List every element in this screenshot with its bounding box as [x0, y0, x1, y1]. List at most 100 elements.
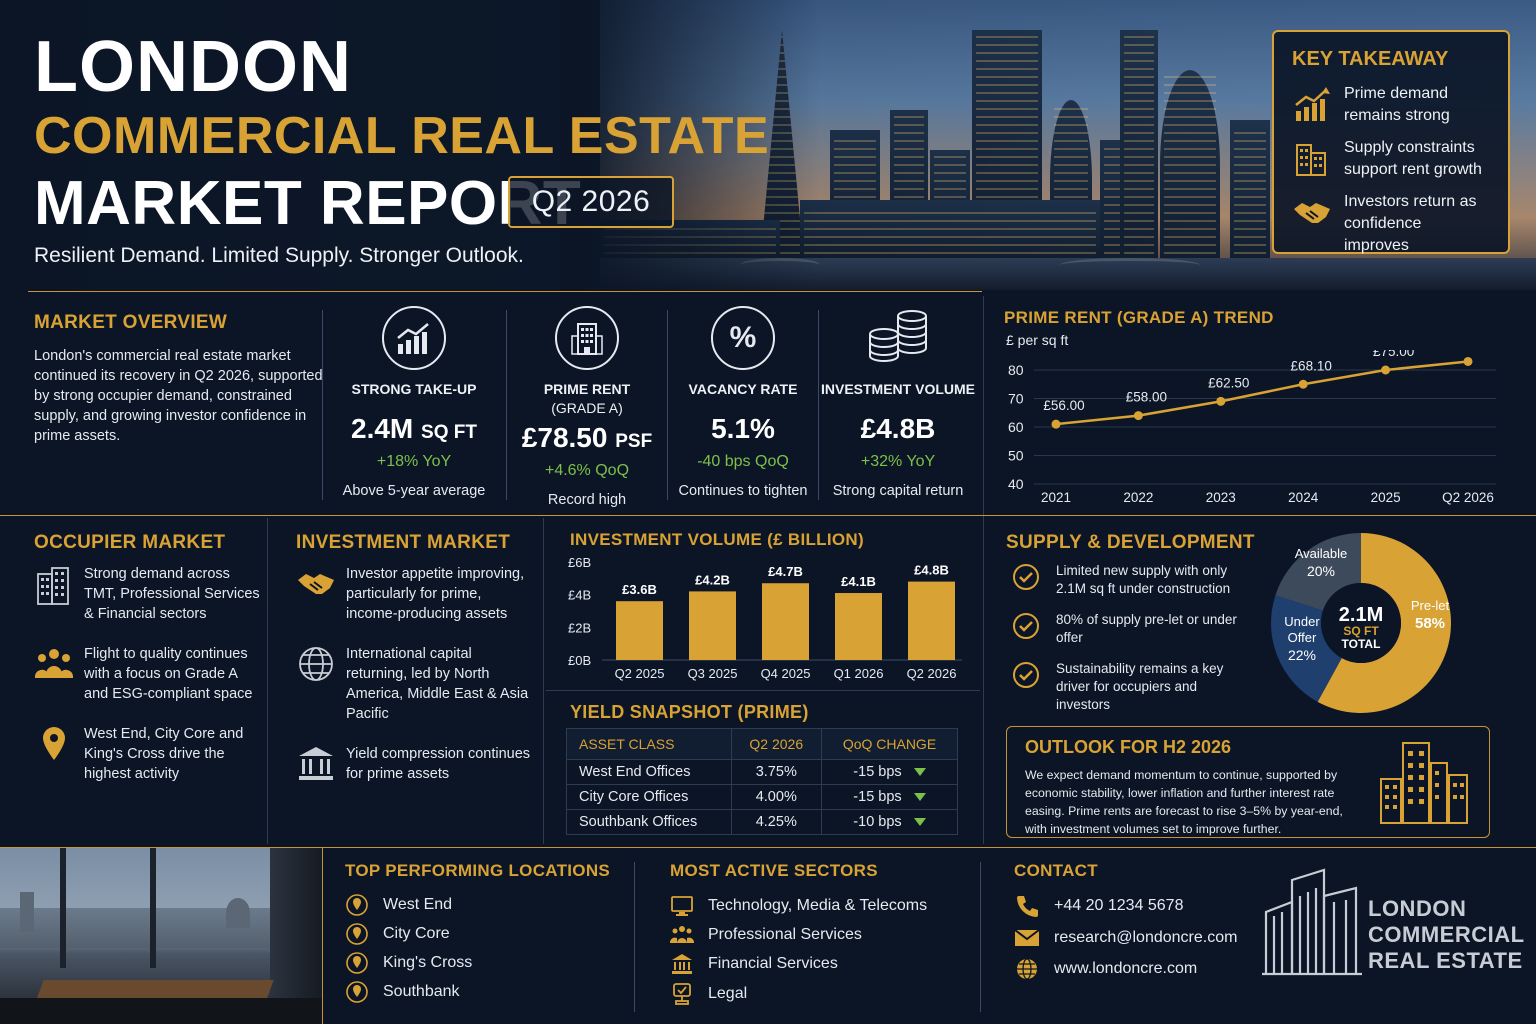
x-tick-label: 2024 [1288, 490, 1319, 505]
kpi-label: VACANCY RATE [688, 381, 798, 397]
x-tick-label: Q2 2026 [1442, 490, 1494, 505]
kpi-label-2: (GRADE A) [551, 400, 623, 416]
sector-item: Technology, Media & Telecoms [670, 894, 927, 918]
kpi-take-up: STRONG TAKE-UP 2.4M SQ FT +18% YoY Above… [334, 306, 494, 499]
sector-item: Legal [670, 982, 747, 1006]
data-point [1381, 365, 1391, 375]
slice-name: Offer [1288, 630, 1317, 645]
donut-slice [1317, 533, 1451, 713]
donut-hole [1321, 583, 1401, 663]
office-building-icon [555, 306, 619, 370]
brand-name: LONDON COMMERCIAL REAL ESTATE [1368, 896, 1525, 973]
kpi-change: -40 bps QoQ [697, 453, 789, 470]
rent-chart-title: PRIME RENT (GRADE A) TREND [1004, 308, 1274, 327]
location-pin-icon [346, 981, 368, 1003]
globe-icon [1017, 958, 1037, 980]
table-row: City Core Offices 4.00% -15 bps [566, 784, 958, 810]
contact-email[interactable]: research@londoncre.com [1014, 926, 1237, 950]
bar [689, 591, 736, 660]
investment-item: International capital returning, led by … [296, 644, 532, 724]
kpi-unit: PSF [615, 431, 653, 452]
gavel-icon [673, 983, 691, 1005]
slice-name: Available [1295, 546, 1348, 561]
globe-icon [299, 647, 333, 681]
kpi-investment-volume: INVESTMENT VOLUME £4.8B +32% YoY Strong … [820, 306, 976, 499]
growth-chart-icon [1295, 87, 1330, 121]
location-pin-icon [43, 727, 65, 760]
kpi-note: Record high [547, 492, 627, 508]
x-tick-label: 2023 [1206, 490, 1236, 505]
contact-phone[interactable]: +44 20 1234 5678 [1014, 894, 1183, 918]
period-badge: Q2 2026 [508, 176, 674, 228]
table-header-row: ASSET CLASS Q2 2026 QoQ CHANGE [566, 728, 958, 760]
data-label: £58.00 [1126, 390, 1167, 405]
x-tick-label: Q3 2025 [688, 666, 738, 681]
x-tick-label: Q2 2026 [907, 666, 957, 681]
kpi-note: Strong capital return [832, 483, 964, 499]
y-tick-label: 70 [1008, 391, 1024, 407]
people-icon [670, 926, 694, 943]
contact-title: CONTACT [1014, 861, 1098, 880]
outlook-title: OUTLOOK FOR H2 2026 [1025, 737, 1232, 757]
data-point [1051, 419, 1061, 429]
location-item: King's Cross [345, 951, 472, 975]
yield-title: YIELD SNAPSHOT (PRIME) [570, 702, 809, 722]
data-label: £75.00 [1373, 350, 1414, 359]
y-tick-label: 80 [1008, 362, 1024, 378]
data-label: £68.10 [1291, 358, 1332, 373]
kpi-change: +32% YoY [860, 453, 936, 470]
donut-center-unit: SQ FT [1343, 624, 1379, 638]
data-label: £4.1B [841, 574, 876, 589]
title-line-1: LONDON [34, 27, 352, 107]
email-icon [1014, 929, 1040, 946]
data-point [1298, 379, 1308, 389]
bar [762, 583, 809, 660]
sector-item: Professional Services [670, 923, 862, 947]
donut-slice [1275, 533, 1361, 611]
y-tick-label: 60 [1008, 419, 1024, 435]
buildings-icon [1380, 742, 1468, 824]
y-tick-label: 40 [1008, 476, 1024, 492]
data-label: £4.2B [695, 572, 730, 587]
kpi-change: +4.6% QoQ [544, 462, 630, 479]
y-tick-label: £0B [568, 653, 591, 668]
y-tick-label: £4B [568, 588, 591, 603]
kpi-unit: SQ FT [421, 422, 477, 443]
contact-web[interactable]: www.londoncre.com [1014, 957, 1197, 981]
data-label: £62.50 [1208, 375, 1249, 390]
donut-center-value: 2.1M [1339, 604, 1383, 626]
slice-value: 20% [1307, 563, 1335, 579]
location-item: Southbank [345, 980, 460, 1004]
kpi-value: £4.8B [860, 413, 936, 444]
volume-chart-title: INVESTMENT VOLUME (£ BILLION) [570, 530, 864, 549]
outlook-text: We expect demand momentum to continue, s… [1025, 768, 1343, 836]
handshake-icon [1294, 203, 1330, 223]
data-label: £4.8B [914, 563, 949, 578]
kpi-change: +18% YoY [376, 453, 452, 470]
title-line-3: MARKET REPORT [34, 169, 582, 238]
x-tick-label: Q4 2025 [761, 666, 811, 681]
y-tick-label: £6B [568, 555, 591, 570]
x-tick-label: Q2 2025 [615, 666, 665, 681]
key-takeaway-box: KEY TAKEAWAY Prime demand remains strong… [1272, 30, 1510, 254]
occupier-item: Strong demand across TMT, Professional S… [34, 564, 260, 624]
rent-series-line [1055, 360, 1469, 426]
investment-item: Investor appetite improving, particularl… [296, 564, 532, 624]
supply-item: Limited new supply with only 2.1M sq ft … [1006, 562, 1246, 598]
kpi-note: Above 5-year average [342, 483, 486, 499]
data-label: £3.6B [622, 582, 657, 597]
overview-text: London's commercial real estate market c… [34, 348, 323, 444]
bank-icon [672, 954, 692, 974]
check-circle-icon [1013, 564, 1039, 590]
people-icon [35, 649, 73, 678]
location-item: City Core [345, 922, 450, 946]
location-pin-icon [346, 923, 368, 945]
x-tick-label: Q1 2026 [834, 666, 884, 681]
table-row: Southbank Offices 4.25% -10 bps [566, 809, 958, 835]
title-line-2: COMMERCIAL REAL ESTATE [34, 107, 770, 165]
data-point [1133, 411, 1143, 421]
occupier-item: West End, City Core and King's Cross dri… [34, 724, 260, 784]
prime-rent-line-chart: 80 70 60 50 40 £56.00 2021 £58.00 2022 £62.50 2023… [1008, 350, 1497, 505]
sector-item: Financial Services [670, 952, 838, 976]
